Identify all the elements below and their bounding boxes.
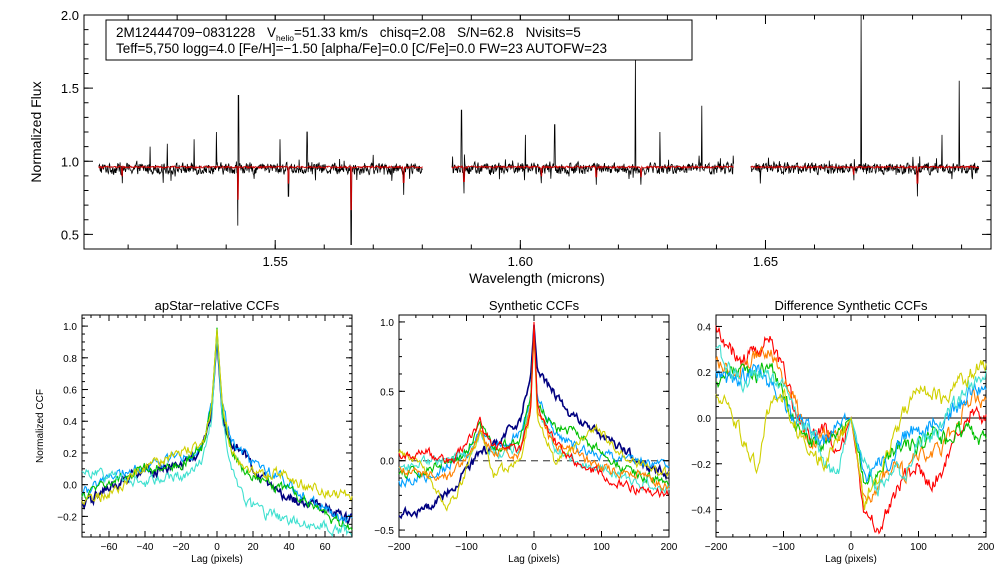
y-tick-label: −0.2 [691,460,711,471]
snr-value: S/N=62.8 [457,25,514,40]
y-tick-label: 1.0 [63,322,77,333]
y-tick-label: −0.2 [57,512,77,523]
x-tick-label: 100 [593,542,610,553]
y-tick-label: −0.5 [374,526,394,537]
spectrum-series-group [98,14,980,245]
y-tick-label: 0.0 [697,414,711,425]
x-tick-label: 200 [661,542,678,553]
y-tick-label: 0.4 [63,417,77,428]
ccf2-series-group [398,321,670,520]
vhelio-subscript: helio [276,33,294,43]
y-tick-label: 0.4 [697,322,711,333]
spectrum-series-observed-chip-3 [750,14,980,197]
y-tick-label: 0.2 [63,449,77,460]
y-tick-label: −0.4 [691,506,711,517]
ccf-panel2-series-ccf1 [398,324,670,520]
y-tick-label: 0.5 [380,387,394,398]
spectrum-ylabel: Normalized Flux [28,81,44,182]
ccf2-xlabel: Lag (pixels) [508,554,560,565]
ccf3-series-group [715,325,987,535]
x-tick-label: −20 [173,542,190,553]
ccf-panel-apstar: apStar−relative CCFs −60 −40 −20 0 20 40 60 −0.… [35,298,353,565]
ccf2-ticks: −200 −100 0 100 200 −0.5 0.0 0.5 1.0 [374,315,678,553]
spectrum-series-model-chip-3 [750,165,980,184]
x-tick-label: 40 [283,542,295,553]
y-tick-label: 0.8 [63,354,77,365]
x-tick-label: −100 [772,542,795,553]
x-tick-label: −60 [101,542,118,553]
y-tick-label: 0.0 [63,481,77,492]
vhelio-value: =51.33 km/s [294,25,368,40]
ccf3-frame [715,314,987,538]
spectrum-series-model-chip-1 [98,164,423,211]
ccf1-title: apStar−relative CCFs [155,298,280,313]
ccf-panel1-series-ccf3 [81,327,353,531]
y-tick-label: 1.0 [380,318,394,329]
x-tick-label: −200 [388,542,411,553]
ccf-panel-difference: Difference Synthetic CCFs −200 −100 0 100 20… [691,298,995,565]
info-line-1: 2M12444709−0831228 Vhelio=51.33 km/s chi… [116,25,581,43]
ccf-panel3-series-d3 [715,362,987,486]
nvisits-value: Nvisits=5 [526,25,581,40]
ccf-panel1-series-ccf4 [81,333,353,538]
spectrum-series-observed-chip-1 [98,95,423,245]
x-tick-label: −100 [455,542,478,553]
y-tick-label: 1.0 [61,154,79,169]
ccf-panel2-series-ccf2 [398,328,670,489]
x-tick-label: 20 [247,542,259,553]
info-box [105,19,693,61]
spectrum-series-observed-chip-2 [451,58,734,194]
ccf2-title: Synthetic CCFs [489,298,580,313]
x-tick-label: 1.60 [508,254,533,269]
y-tick-label: 0.2 [697,368,711,379]
y-tick-label: 0.0 [380,457,394,468]
y-tick-label: 0.6 [63,386,77,397]
star-id: 2M12444709−0831228 [116,25,255,40]
ccf1-ylabel: Normalized CCF [35,389,46,463]
chisq-value: chisq=2.08 [380,25,446,40]
spectrum-series-model-chip-2 [451,165,734,183]
x-tick-label: 1.65 [753,254,778,269]
ccf-panel3-series-d6 [715,360,987,511]
x-tick-label: 0 [848,542,854,553]
spectrum-xlabel: Wavelength (microns) [469,270,605,286]
ccf-panel1-series-ccf5 [81,329,353,506]
ccf-panel-synthetic: Synthetic CCFs −200 −100 0 100 200 −0.5 0.0 0.5… [374,298,678,565]
ccf-panel2-series-ccf7 [398,321,670,499]
ccf2-frame [398,314,670,538]
x-tick-label: 0 [214,542,220,553]
x-tick-label: −200 [705,542,728,553]
ccf-panel2-series-ccf5 [398,332,670,512]
ccf1-ticks: −60 −40 −20 0 20 40 60 −0.2 0.0 0.2 0.4 0.6 0.8 1.0 [57,315,353,553]
ccf3-title: Difference Synthetic CCFs [775,298,928,313]
x-tick-label: 1.55 [263,254,288,269]
ccf-panel1-series-ccf2 [81,332,353,524]
ccf1-xlabel: Lag (pixels) [191,554,243,565]
x-tick-label: 200 [978,542,995,553]
spectrum-panel: 1.55 1.60 1.65 0.5 1.0 1.5 2.0 2M12444709−0831… [28,8,992,286]
ccf3-xlabel: Lag (pixels) [825,554,877,565]
ccf-panel2-series-ccf4 [398,330,670,495]
info-line-2: Teff=5,750 logg=4.0 [Fe/H]=−1.50 [alpha/… [116,41,607,56]
ccf-panel1-series-ccf1 [81,338,353,527]
y-tick-label: 0.5 [61,227,79,242]
x-tick-label: 0 [531,542,537,553]
x-tick-label: −40 [137,542,154,553]
vhelio-prefix: V [267,25,276,40]
x-tick-label: 60 [319,542,331,553]
ccf1-series-group [81,327,353,538]
y-tick-label: 1.5 [61,81,79,96]
y-tick-label: 2.0 [61,8,79,23]
x-tick-label: 100 [910,542,927,553]
ccf3-ticks: −200 −100 0 100 200 −0.4 −0.2 0.0 0.2 0.4 [691,314,995,553]
